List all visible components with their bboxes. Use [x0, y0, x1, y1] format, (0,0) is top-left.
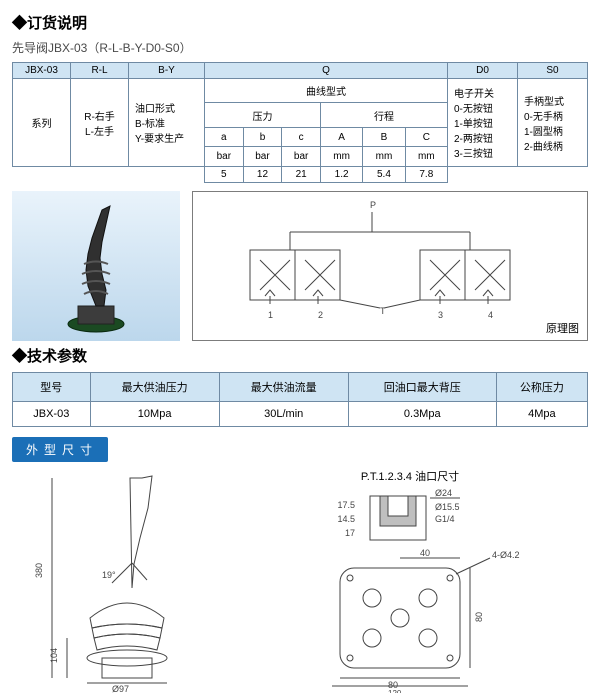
svg-text:4-Ø4.2: 4-Ø4.2 [492, 550, 520, 560]
cell-d0: 电子开关 0-无按钮 1-单按钮 2-两按钮 3-三按钮 [448, 79, 518, 167]
up-b: bar [243, 147, 282, 167]
col-s0: S0 [518, 63, 588, 79]
svg-text:Ø24: Ø24 [435, 488, 452, 498]
up-c: bar [282, 147, 321, 167]
port-drawing: P.T.1.2.3.4 油口尺寸 Ø24 Ø15.5 G1/4 17.5 14.… [260, 468, 560, 693]
td-maxp: 10Mpa [90, 402, 219, 427]
th-nomp: 公称压力 [496, 373, 587, 402]
col-q: Q [205, 63, 448, 79]
p-b: b [243, 127, 282, 147]
vp-b: 12 [243, 167, 282, 183]
us-b: mm [363, 147, 405, 167]
svg-text:380: 380 [34, 563, 44, 578]
col-by: B-Y [129, 63, 205, 79]
vs-a: 1.2 [320, 167, 362, 183]
col-rl: R-L [71, 63, 129, 79]
th-maxp: 最大供油压力 [90, 373, 219, 402]
cell-curve: 曲线型式 [205, 79, 448, 103]
port-title: P.T.1.2.3.4 油口尺寸 [260, 468, 560, 484]
svg-text:104: 104 [49, 648, 59, 663]
schematic-label: 原理图 [546, 320, 579, 336]
tech-table: 型号 最大供油压力 最大供油流量 回油口最大背压 公称压力 JBX-03 10M… [12, 372, 588, 427]
svg-text:80: 80 [474, 612, 484, 622]
tech-title: ◆技术参数 [12, 345, 588, 366]
svg-text:2: 2 [318, 310, 323, 320]
us-c: mm [405, 147, 447, 167]
cell-rl: R-右手 L-左手 [71, 79, 129, 167]
cell-stroke: 行程 [320, 103, 447, 127]
vp-a: 5 [205, 167, 244, 183]
svg-text:G1/4: G1/4 [435, 514, 455, 524]
svg-text:14.5: 14.5 [337, 514, 355, 524]
cell-s0: 手柄型式 0-无手柄 1-圆型柄 2-曲线柄 [518, 79, 588, 167]
svg-text:1: 1 [268, 310, 273, 320]
svg-text:Ø15.5: Ø15.5 [435, 502, 460, 512]
p-c: c [282, 127, 321, 147]
s-b: B [363, 127, 405, 147]
joystick-icon [36, 196, 156, 336]
svg-text:Ø97: Ø97 [112, 684, 129, 693]
s-a: A [320, 127, 362, 147]
col-d0: D0 [448, 63, 518, 79]
outline-drawing: 380 104 Ø97 19° [12, 468, 242, 693]
p-a: a [205, 127, 244, 147]
svg-text:120: 120 [388, 689, 402, 693]
svg-text:4: 4 [488, 310, 493, 320]
th-model: 型号 [13, 373, 91, 402]
ordering-subtitle: 先导阀JBX-03（R-L-B-Y-D0-S0） [12, 39, 588, 56]
vs-c: 7.8 [405, 167, 447, 183]
svg-text:17: 17 [345, 528, 355, 538]
vp-c: 21 [282, 167, 321, 183]
ordering-table: JBX-03 R-L B-Y Q D0 S0 系列 R-右手 L-左手 油口形式… [12, 62, 588, 183]
td-maxf: 30L/min [219, 402, 348, 427]
cell-pressure: 压力 [205, 103, 321, 127]
cell-series: 系列 [13, 79, 71, 167]
vs-b: 5.4 [363, 167, 405, 183]
svg-text:17.5: 17.5 [337, 500, 355, 510]
cell-by: 油口形式 B-标准 Y-要求生产 [129, 79, 205, 167]
th-backp: 回油口最大背压 [348, 373, 496, 402]
col-jbx: JBX-03 [13, 63, 71, 79]
svg-text:40: 40 [420, 548, 430, 558]
td-nomp: 4Mpa [496, 402, 587, 427]
th-maxf: 最大供油流量 [219, 373, 348, 402]
port-p: P [370, 200, 376, 210]
us-a: mm [320, 147, 362, 167]
td-backp: 0.3Mpa [348, 402, 496, 427]
td-model: JBX-03 [13, 402, 91, 427]
svg-text:19°: 19° [102, 570, 116, 580]
schematic-diagram: P T 1 2 [192, 191, 588, 341]
dimensions-title: 外型尺寸 [12, 437, 108, 462]
ordering-title: ◆订货说明 [12, 12, 588, 33]
up-a: bar [205, 147, 244, 167]
product-photo [12, 191, 180, 341]
s-c: C [405, 127, 447, 147]
svg-text:3: 3 [438, 310, 443, 320]
